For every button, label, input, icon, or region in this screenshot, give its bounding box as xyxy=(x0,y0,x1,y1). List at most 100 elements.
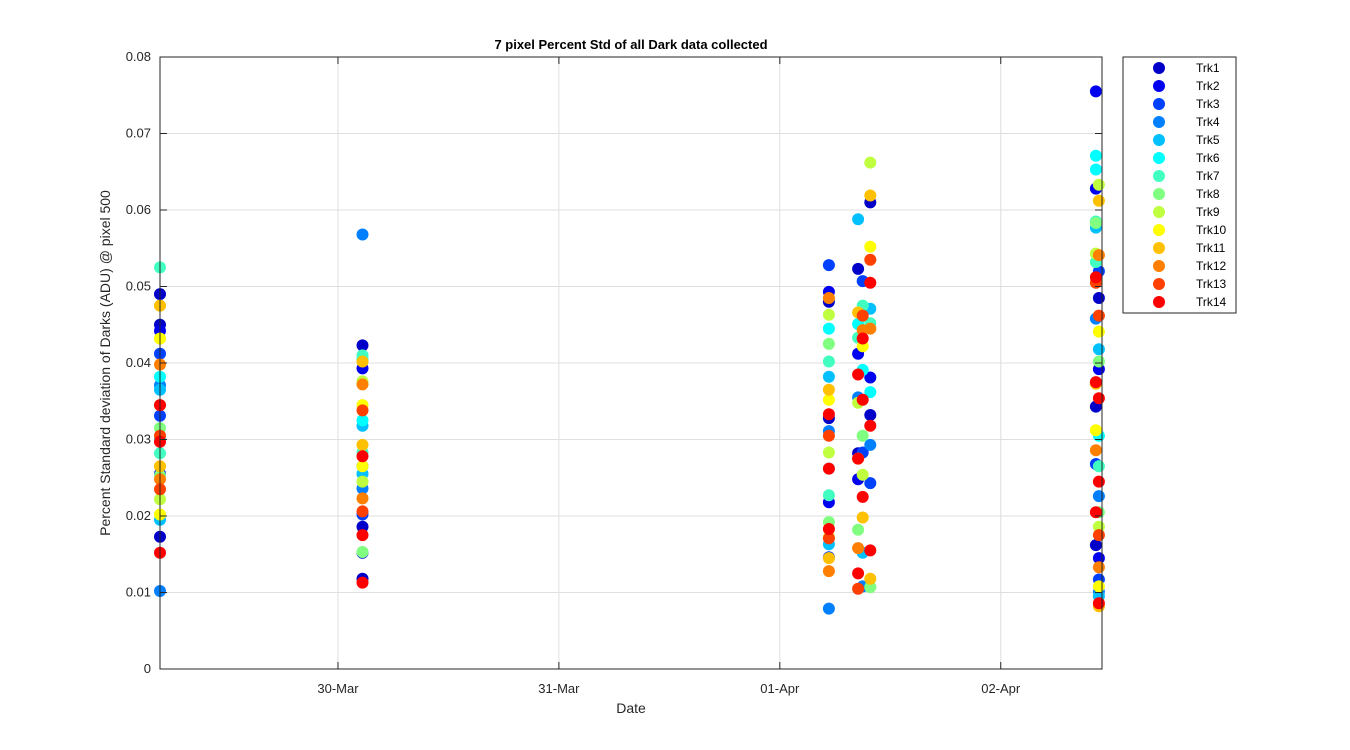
y-tick-label: 0.06 xyxy=(126,202,151,217)
legend-marker xyxy=(1153,242,1165,254)
axis-ticks: 0 0.01 0.02 0.03 0.04 0.05 0.06 0.07 0.08 30-Mar 3… xyxy=(126,49,1102,696)
data-point xyxy=(852,452,865,465)
data-point xyxy=(1092,343,1105,356)
data-point xyxy=(356,475,369,488)
data-point xyxy=(864,156,877,169)
y-axis-label: Percent Standard deviation of Darks (ADU… xyxy=(97,190,113,536)
data-point xyxy=(1092,460,1105,473)
data-point xyxy=(864,253,877,266)
data-point xyxy=(1092,194,1105,207)
data-point xyxy=(1089,444,1102,457)
data-point xyxy=(356,520,369,533)
data-point xyxy=(856,332,869,345)
data-point xyxy=(822,565,835,578)
y-tick-label: 0 xyxy=(144,661,151,676)
data-point xyxy=(356,450,369,463)
data-point xyxy=(852,368,865,381)
data-point xyxy=(356,339,369,352)
x-tick-label: 02-Apr xyxy=(981,681,1021,696)
data-point xyxy=(1089,271,1102,284)
legend-label: Trk9 xyxy=(1196,205,1220,219)
data-point xyxy=(1089,149,1102,162)
data-point xyxy=(822,552,835,565)
legend-marker xyxy=(1153,224,1165,236)
legend-box xyxy=(1122,56,1237,314)
legend-label: Trk13 xyxy=(1196,277,1227,291)
data-point xyxy=(822,523,835,535)
legend-marker xyxy=(1153,98,1165,110)
legend: Trk1 Trk2 Trk3 Trk4 Trk5 Trk6 Trk7 Trk8 Trk9 Trk1… xyxy=(1122,56,1237,314)
data-point xyxy=(822,602,835,615)
data-point xyxy=(1089,217,1102,229)
data-point xyxy=(852,542,865,555)
legend-label: Trk10 xyxy=(1196,223,1227,237)
data-point xyxy=(822,429,835,442)
data-point xyxy=(864,386,877,399)
data-point xyxy=(852,213,865,226)
data-point xyxy=(1092,490,1105,503)
data-point xyxy=(864,544,877,557)
data-point xyxy=(356,546,369,558)
data-point xyxy=(864,189,877,202)
data-point xyxy=(1092,529,1105,542)
legend-marker xyxy=(1153,260,1165,272)
data-point xyxy=(356,529,369,542)
legend-marker xyxy=(1153,188,1165,200)
data-point xyxy=(356,438,369,451)
data-point xyxy=(822,355,835,368)
data-point xyxy=(822,408,835,421)
data-point xyxy=(356,492,369,505)
data-point xyxy=(822,446,835,459)
legend-marker xyxy=(1153,62,1165,74)
data-point xyxy=(856,490,869,503)
data-point xyxy=(856,511,869,524)
data-point xyxy=(1089,539,1102,552)
legend-marker xyxy=(1153,206,1165,218)
data-point xyxy=(864,409,877,421)
data-point xyxy=(1092,249,1105,262)
data-point xyxy=(864,322,877,335)
data-point xyxy=(864,276,877,289)
legend-label: Trk4 xyxy=(1196,115,1220,129)
data-point xyxy=(822,337,835,350)
data-point xyxy=(1092,325,1105,338)
data-point xyxy=(822,489,835,502)
data-point xyxy=(1092,309,1105,322)
data-point xyxy=(356,404,369,417)
data-point xyxy=(356,576,369,589)
data-point xyxy=(864,240,877,253)
legend-label: Trk1 xyxy=(1196,61,1220,75)
data-point xyxy=(1092,561,1105,574)
y-tick-label: 0.08 xyxy=(126,49,151,64)
data-point xyxy=(822,532,835,545)
data-point xyxy=(856,393,869,406)
y-tick-label: 0.07 xyxy=(126,126,151,141)
data-point xyxy=(864,371,877,384)
y-tick-label: 0.04 xyxy=(126,355,151,370)
data-point xyxy=(1092,292,1105,304)
data-point xyxy=(864,581,877,594)
data-point xyxy=(822,292,835,304)
legend-marker xyxy=(1153,134,1165,146)
legend-label: Trk3 xyxy=(1196,97,1220,111)
legend-marker xyxy=(1153,170,1165,182)
y-tick-label: 0.02 xyxy=(126,508,151,523)
legend-marker xyxy=(1153,296,1165,308)
legend-label: Trk2 xyxy=(1196,79,1220,93)
data-point xyxy=(822,308,835,321)
grid-lines xyxy=(160,57,1102,669)
data-point xyxy=(856,429,869,442)
data-point xyxy=(356,505,369,518)
legend-marker xyxy=(1153,278,1165,290)
data-point xyxy=(1089,85,1102,98)
x-tick-label: 01-Apr xyxy=(760,681,800,696)
data-point xyxy=(1092,580,1105,593)
legend-label: Trk5 xyxy=(1196,133,1220,147)
data-point xyxy=(1092,392,1105,405)
data-point xyxy=(822,259,835,272)
data-point xyxy=(356,228,369,241)
data-point xyxy=(356,355,369,368)
data-point xyxy=(864,419,877,432)
data-point xyxy=(864,477,877,490)
